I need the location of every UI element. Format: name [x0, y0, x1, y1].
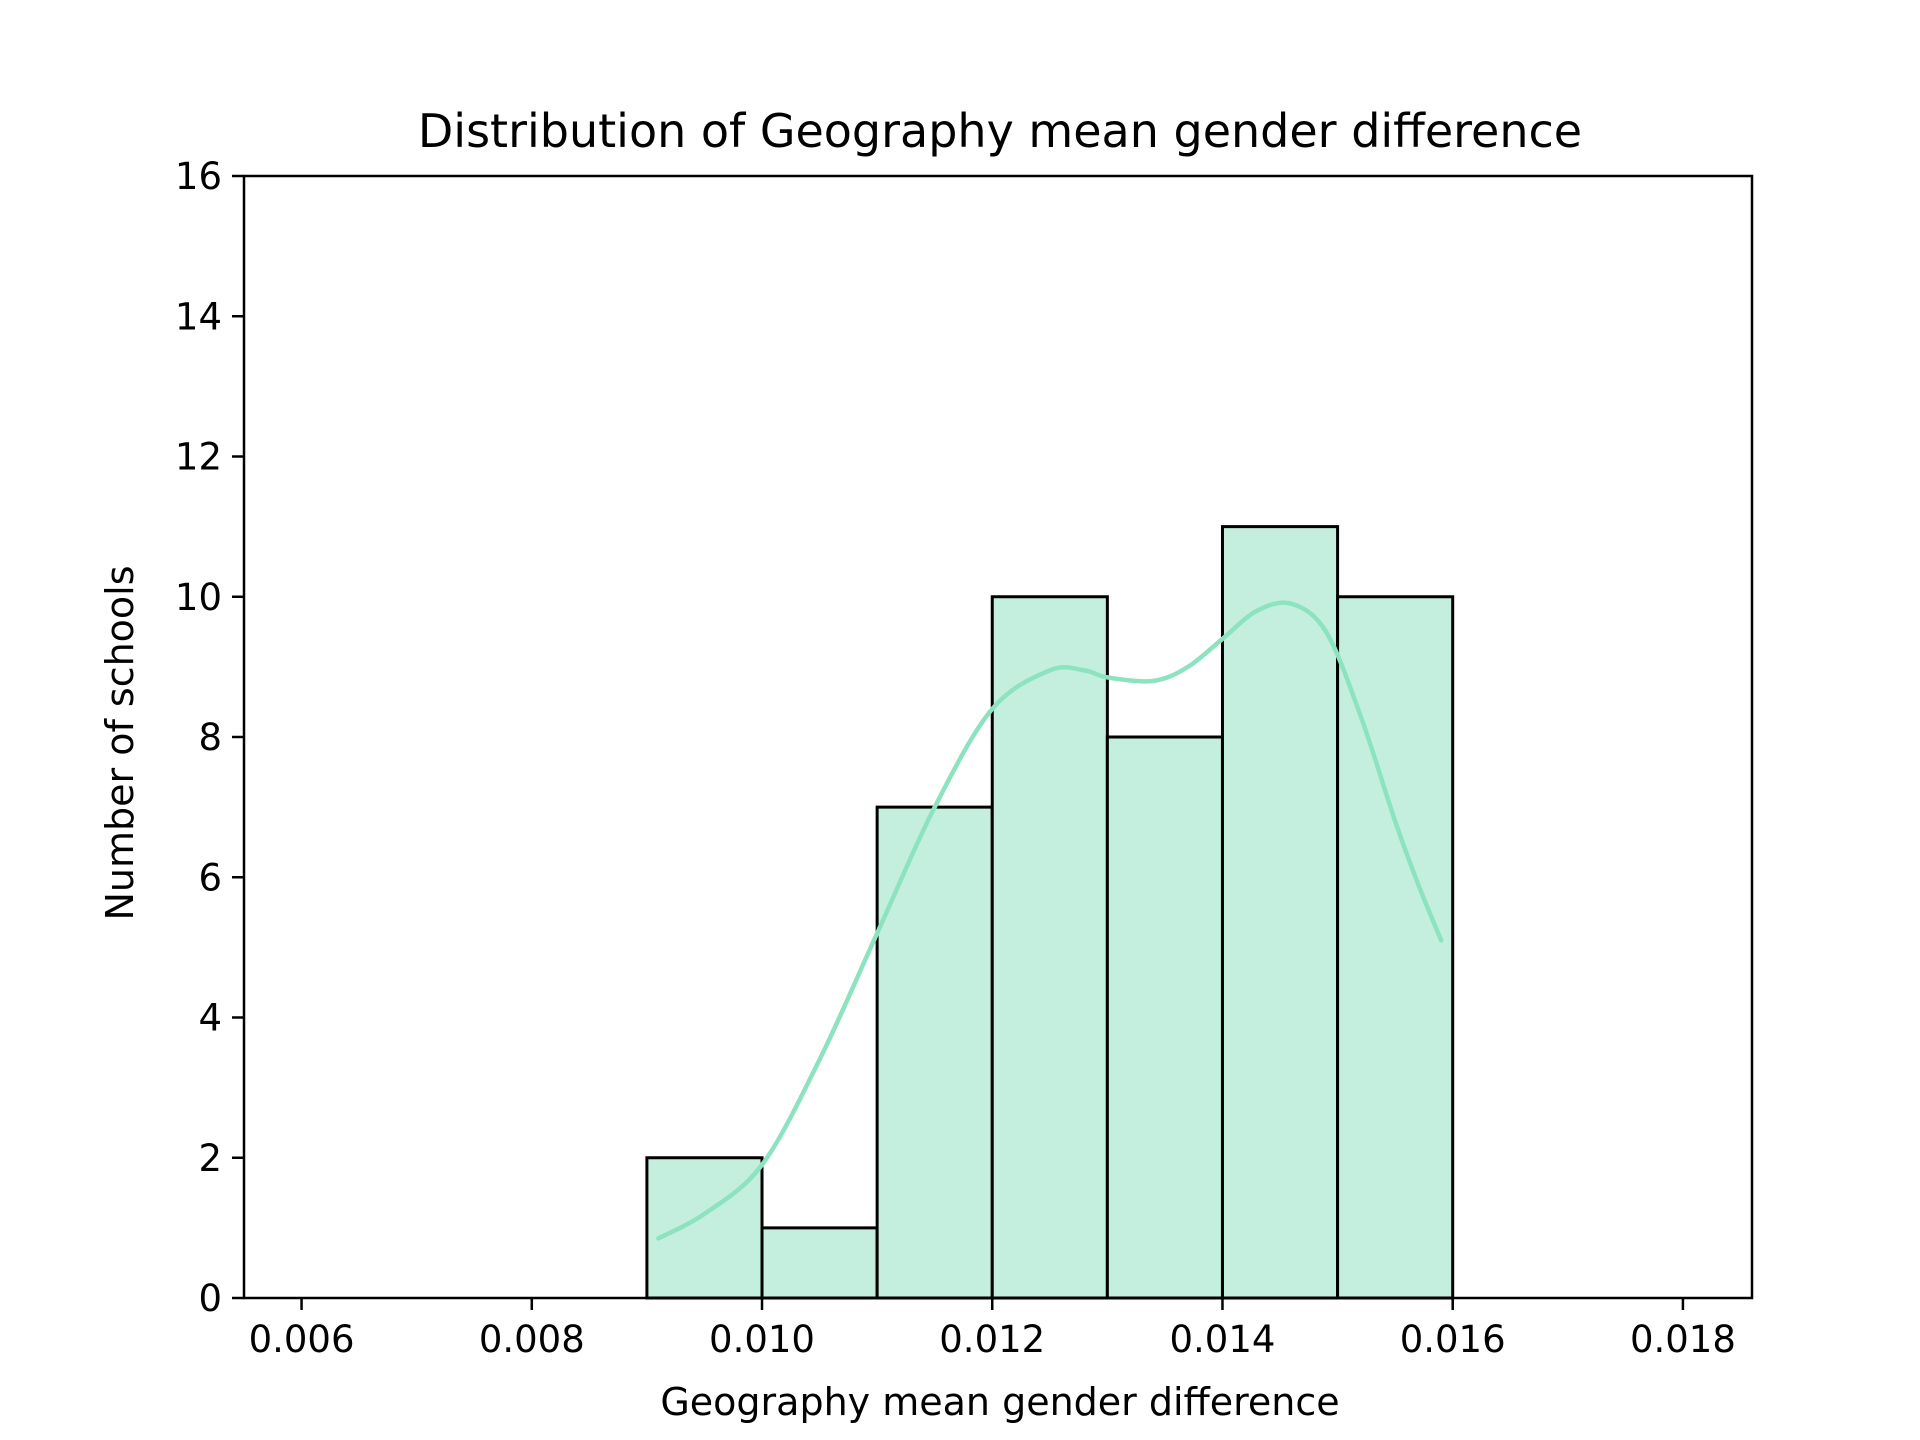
- x-axis-label: Geography mean gender difference: [660, 1380, 1339, 1424]
- x-tick-label-1: 0.008: [479, 1318, 585, 1361]
- x-tick-label-3: 0.012: [939, 1318, 1045, 1361]
- histogram-bar-8: [1220, 525, 1340, 1300]
- x-tick-label-0: 0.006: [249, 1318, 355, 1361]
- y-tick-label-2: 4: [198, 997, 222, 1040]
- y-tick-label-0: 0: [198, 1277, 222, 1320]
- histogram-bar-6: [990, 595, 1109, 1300]
- kde-curve: [656, 600, 1444, 1241]
- x-tick-label-6: 0.018: [1630, 1318, 1736, 1361]
- y-axis: 0 2 4 6 8 10 12 14 16: [175, 155, 244, 1320]
- x-tick-label-4: 0.014: [1170, 1318, 1276, 1361]
- histogram-bar-5: [875, 805, 994, 1300]
- y-tick-label-4: 8: [198, 716, 222, 759]
- x-tick-label-2: 0.010: [709, 1318, 815, 1361]
- y-tick-label-6: 12: [175, 436, 222, 479]
- y-tick-label-7: 14: [175, 295, 222, 338]
- y-tick-label-1: 2: [198, 1137, 222, 1180]
- y-tick-label-5: 10: [175, 576, 222, 619]
- histogram-bar-7: [1105, 735, 1224, 1300]
- histogram-bar-4: [760, 1226, 879, 1300]
- y-tick-label-8: 16: [175, 155, 222, 198]
- x-tick-label-5: 0.016: [1400, 1318, 1506, 1361]
- y-axis-label: Number of schools: [98, 565, 142, 920]
- chart-title: Distribution of Geography mean gender di…: [418, 104, 1582, 158]
- histogram-bar-3: [645, 1156, 764, 1300]
- y-tick-label-3: 6: [198, 856, 222, 899]
- x-axis: 0.006 0.008 0.010 0.012 0.014 0.016 0.018: [249, 1298, 1736, 1361]
- bars-group: [645, 525, 1455, 1300]
